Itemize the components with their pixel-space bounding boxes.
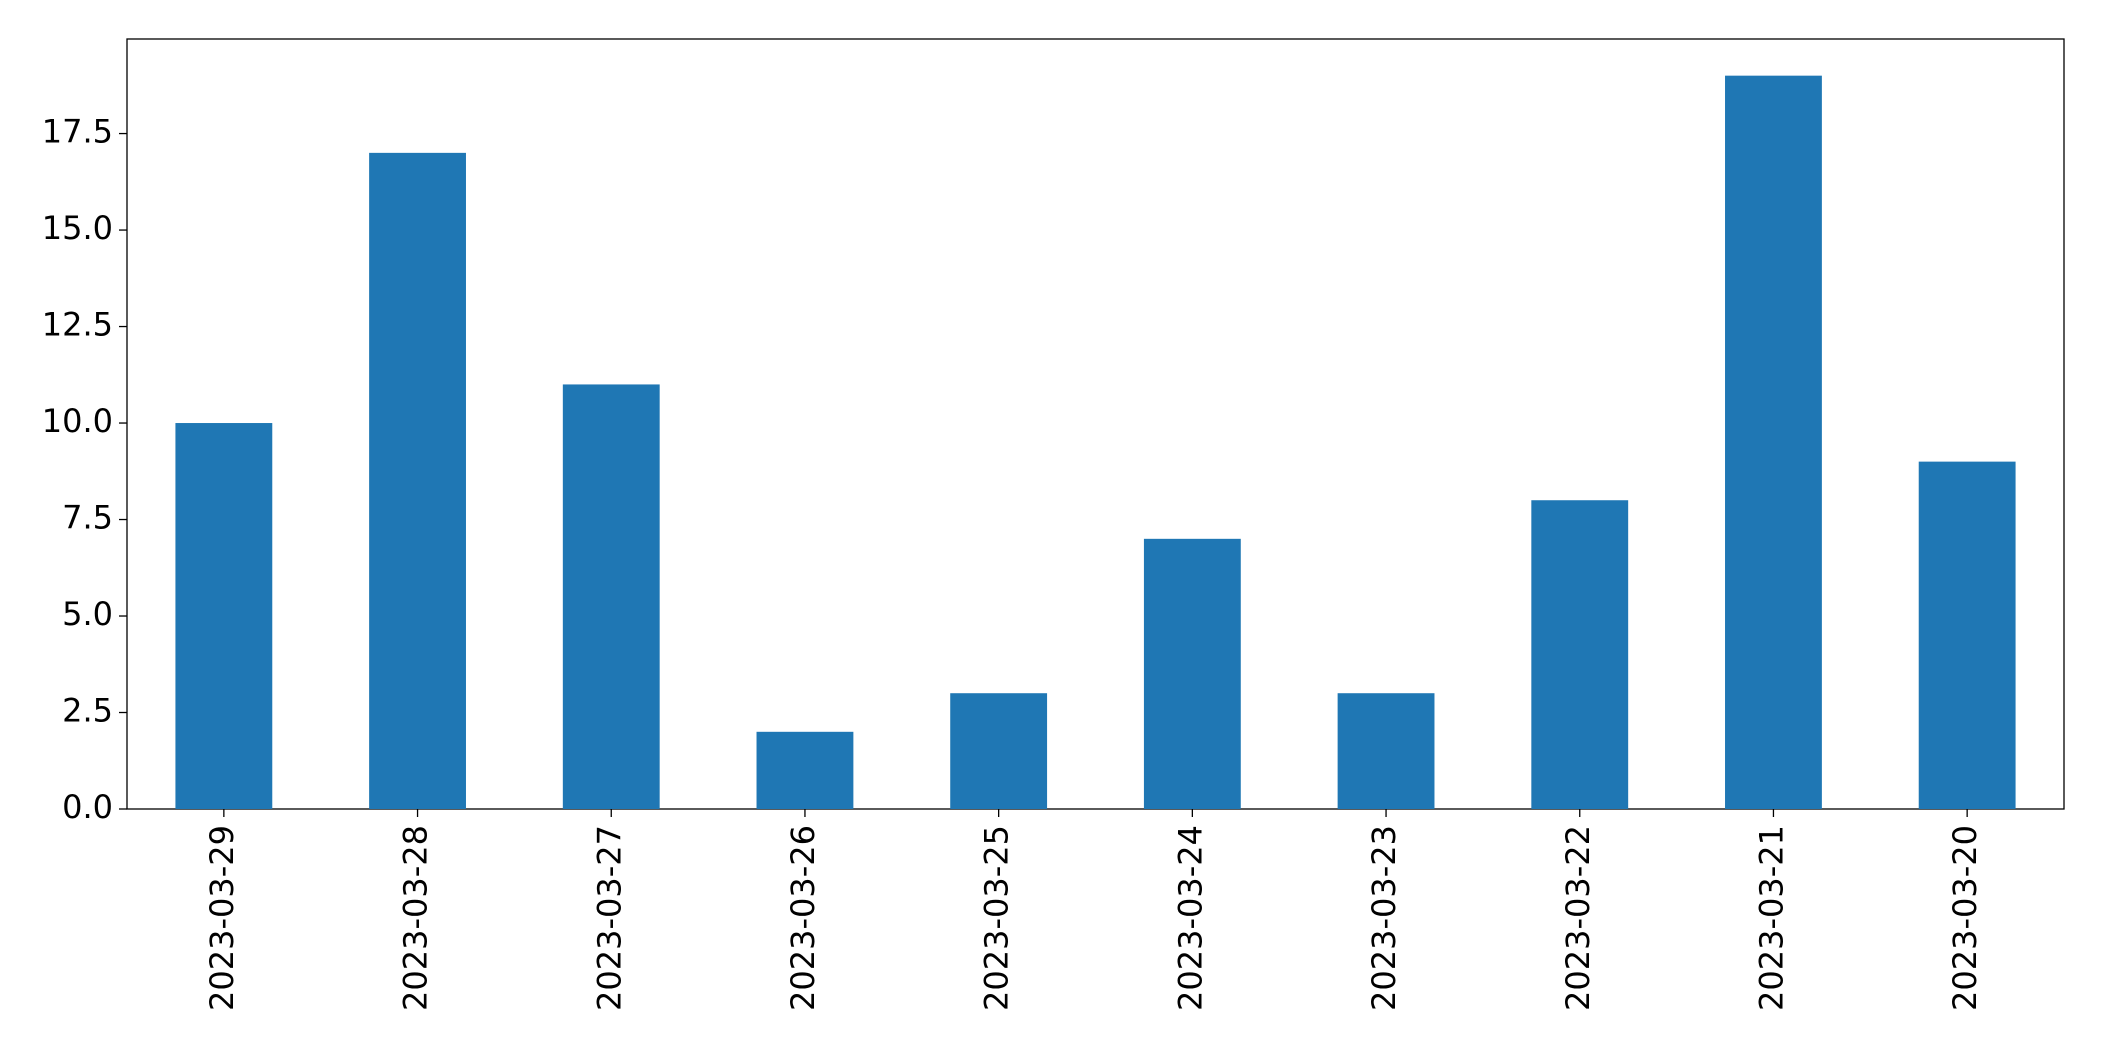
x-tick-label: 2023-03-29 <box>203 825 241 1011</box>
plot-frame <box>126 38 2065 810</box>
bar <box>175 423 273 809</box>
x-tick-label: 2023-03-25 <box>978 825 1016 1011</box>
bar <box>756 731 854 809</box>
bar <box>1531 500 1629 809</box>
x-tick-label: 2023-03-20 <box>1946 825 1984 1011</box>
y-tick-label: 5.0 <box>62 595 113 633</box>
x-tick-label: 2023-03-26 <box>784 825 822 1011</box>
x-tick-label: 2023-03-23 <box>1365 825 1403 1011</box>
y-tick-label: 2.5 <box>62 692 113 730</box>
x-tick-label: 2023-03-22 <box>1559 825 1597 1011</box>
bar <box>1143 538 1241 809</box>
bar <box>562 384 660 809</box>
bar <box>1337 693 1435 809</box>
y-tick-label: 12.5 <box>42 306 113 344</box>
x-tick-label: 2023-03-24 <box>1171 825 1209 1011</box>
bar <box>1918 461 2016 809</box>
x-tick-label: 2023-03-28 <box>397 825 435 1011</box>
x-tick-label: 2023-03-21 <box>1752 825 1790 1011</box>
y-tick-label: 7.5 <box>62 499 113 537</box>
bar <box>950 693 1048 809</box>
y-tick-label: 0.0 <box>62 788 113 826</box>
x-tick-label: 2023-03-27 <box>590 825 628 1011</box>
bar <box>369 152 466 810</box>
y-tick-label: 17.5 <box>42 113 113 151</box>
y-tick-label: 10.0 <box>42 402 113 440</box>
bar <box>1725 75 1822 809</box>
y-tick-label: 15.0 <box>42 209 113 247</box>
